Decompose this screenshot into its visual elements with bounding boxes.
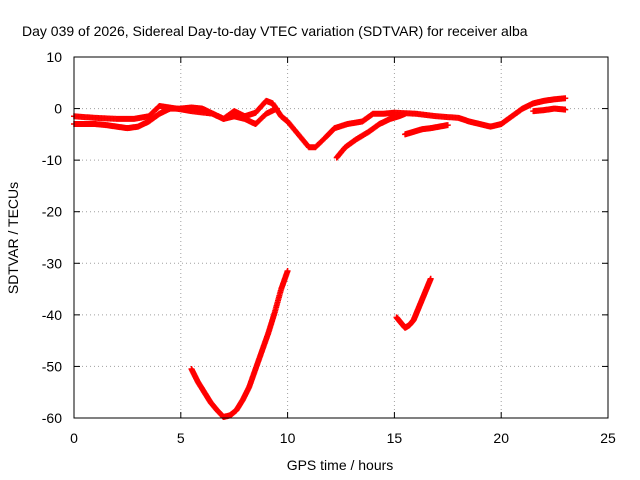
y-tick-label: 10 [46, 49, 62, 65]
y-axis-label: SDTVAR / TECUs [5, 182, 21, 294]
x-tick-label: 0 [70, 430, 78, 446]
series-secondary-right [530, 105, 569, 115]
series-secondary-mid [402, 122, 451, 138]
ticks: 0 5 10 15 20 25 10 0 -10 -20 -30 -40 -50 -60 [42, 49, 616, 446]
y-tick-label: -20 [42, 204, 62, 220]
series-markers [333, 110, 409, 161]
series-markers [530, 105, 569, 115]
y-tick-label: -50 [42, 358, 62, 374]
y-tick-label: -60 [42, 410, 62, 426]
x-tick-label: 10 [280, 430, 296, 446]
y-tick-label: -30 [42, 255, 62, 271]
series-small-dip [393, 275, 434, 331]
y-tick-label: 0 [54, 101, 62, 117]
x-tick-label: 25 [600, 430, 616, 446]
series-markers [402, 122, 451, 138]
series-secondary-late [333, 110, 409, 161]
data-layer [71, 95, 569, 420]
series-markers [188, 268, 291, 420]
x-tick-label: 5 [177, 430, 185, 446]
y-tick-label: -40 [42, 307, 62, 323]
x-tick-label: 20 [493, 430, 509, 446]
y-tick-label: -10 [42, 152, 62, 168]
series-markers [393, 275, 434, 331]
plot-frame [73, 56, 609, 419]
chart-title: Day 039 of 2026, Sidereal Day-to-day VTE… [22, 23, 528, 39]
x-tick-label: 15 [387, 430, 403, 446]
x-axis-label: GPS time / hours [287, 457, 394, 473]
series-deep-dip [188, 268, 291, 420]
